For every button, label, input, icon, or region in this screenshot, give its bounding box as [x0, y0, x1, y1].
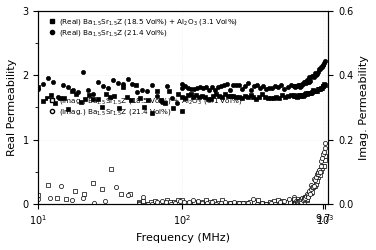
- Y-axis label: Real Permeability: Real Permeability: [7, 59, 17, 156]
- Legend: (Imag.) Ba$_{1.5}$Sr$_{1.5}$Z (18.5 Vol%) + Al$_2$O$_3$ (3.1 Vol%), (Imag.) Ba$_: (Imag.) Ba$_{1.5}$Sr$_{1.5}$Z (18.5 Vol%…: [48, 96, 243, 118]
- X-axis label: Frequency (MHz): Frequency (MHz): [136, 233, 230, 243]
- Y-axis label: Imag. Permeability: Imag. Permeability: [359, 55, 369, 160]
